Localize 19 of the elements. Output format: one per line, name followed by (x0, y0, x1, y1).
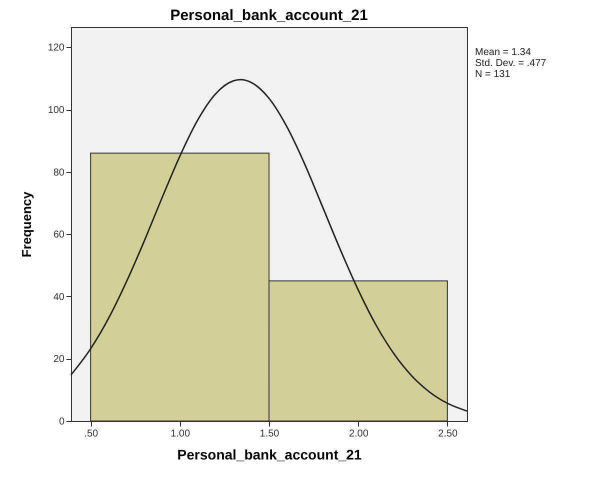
x-tick-label: 2.00 (348, 428, 369, 440)
y-tick-label: 60 (53, 230, 65, 241)
y-tick-label: 20 (53, 354, 65, 366)
y-axis-title: Frequency (18, 190, 34, 258)
x-axis-title: Personal_bank_account_21 (177, 446, 362, 462)
y-tick-label: 100 (48, 105, 65, 116)
x-tick-label: 2.50 (438, 428, 458, 440)
line-series (70, 78, 468, 412)
x-tick-label: 1.00 (170, 428, 190, 440)
y-tick-label: 80 (53, 167, 65, 178)
y-tick-label: 40 (53, 292, 65, 303)
x-tick-label: 1.50 (260, 428, 280, 440)
y-tick-label: 0 (58, 416, 65, 428)
x-tick-label: .50 (84, 428, 99, 440)
chart-title: Personal_bank_account_21 (170, 7, 368, 24)
text: N = 131 (475, 69, 511, 80)
y-tick-label: 120 (48, 42, 65, 54)
text: Mean = 1.34 (475, 47, 532, 58)
text: Std. Dev. = .477 (475, 58, 547, 69)
